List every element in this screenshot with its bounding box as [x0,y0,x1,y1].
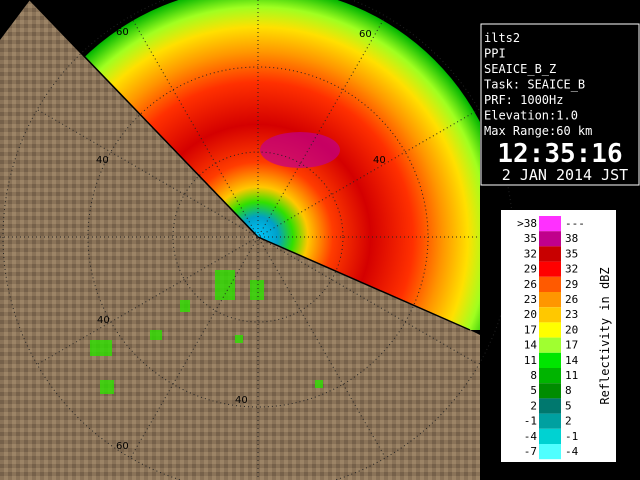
legend-high: 2 [565,415,572,428]
legend-high: 14 [565,354,579,367]
legend-high: 26 [565,293,578,306]
legend-high: 5 [565,399,572,412]
land [0,0,480,480]
legend-title: Reflectivity in dBZ [598,267,612,404]
echo-core [260,132,340,168]
legend-high: 35 [565,247,578,260]
info-line: Task: SEAICE_B [484,78,585,92]
legend-low: 26 [524,278,537,291]
legend-low: 29 [524,263,537,276]
legend-low: 5 [530,384,537,397]
legend-swatch [539,261,561,277]
ring-label: 40 [97,315,110,326]
ring-label: 40 [96,155,109,166]
legend-swatch [539,307,561,323]
legend-swatch [539,292,561,308]
info-line: Elevation:1.0 [484,109,578,123]
legend-swatch [539,246,561,262]
legend-high: 17 [565,339,578,352]
legend-high: -1 [565,430,578,443]
info-panel [480,23,640,186]
legend-swatch [539,276,561,292]
legend-swatch [539,413,561,429]
legend-low: 35 [524,232,537,245]
legend-low: -4 [524,430,538,443]
legend-low: 14 [524,339,538,352]
legend-swatch [539,322,561,338]
ring-label: 60 [359,29,372,40]
legend-high: 11 [565,369,578,382]
legend-low: 23 [524,293,537,306]
legend-swatch [539,352,561,368]
legend-high: 29 [565,278,578,291]
legend-swatch [539,337,561,353]
legend-swatch [539,231,561,247]
legend-swatch [539,444,561,460]
legend-swatch [539,398,561,414]
legend-swatch [539,383,561,399]
info-line: Max Range:60 km [484,124,592,138]
ring-label: 40 [373,155,386,166]
legend-low: 2 [530,399,537,412]
legend-swatch [539,368,561,384]
legend-low: 8 [530,369,537,382]
info-line: ilts2 [484,31,520,45]
legend-low: >38 [517,217,537,230]
land-echoes [90,270,323,394]
time: 12:35:16 [497,139,622,169]
info-line: PPI [484,47,506,61]
legend-low: 32 [524,247,537,260]
ring-label: 60 [116,27,129,38]
legend-low: 11 [524,354,537,367]
ring-label: 40 [235,395,248,406]
legend-low: -7 [524,445,537,458]
legend-swatch [539,216,561,232]
legend-high: 20 [565,323,578,336]
legend-high: --- [565,217,585,230]
legend-high: -4 [565,445,579,458]
info-line: PRF: 1000Hz [484,93,563,107]
legend-low: -1 [524,415,537,428]
legend-high: 23 [565,308,578,321]
ring-label: 60 [116,441,129,452]
legend-swatch [539,428,561,444]
legend-high: 32 [565,263,578,276]
info-line: SEAICE_B_Z [484,62,556,76]
legend-high: 38 [565,232,578,245]
legend-high: 8 [565,384,572,397]
legend-low: 20 [524,308,537,321]
legend-low: 17 [524,323,537,336]
date: 2 JAN 2014 JST [502,166,628,184]
